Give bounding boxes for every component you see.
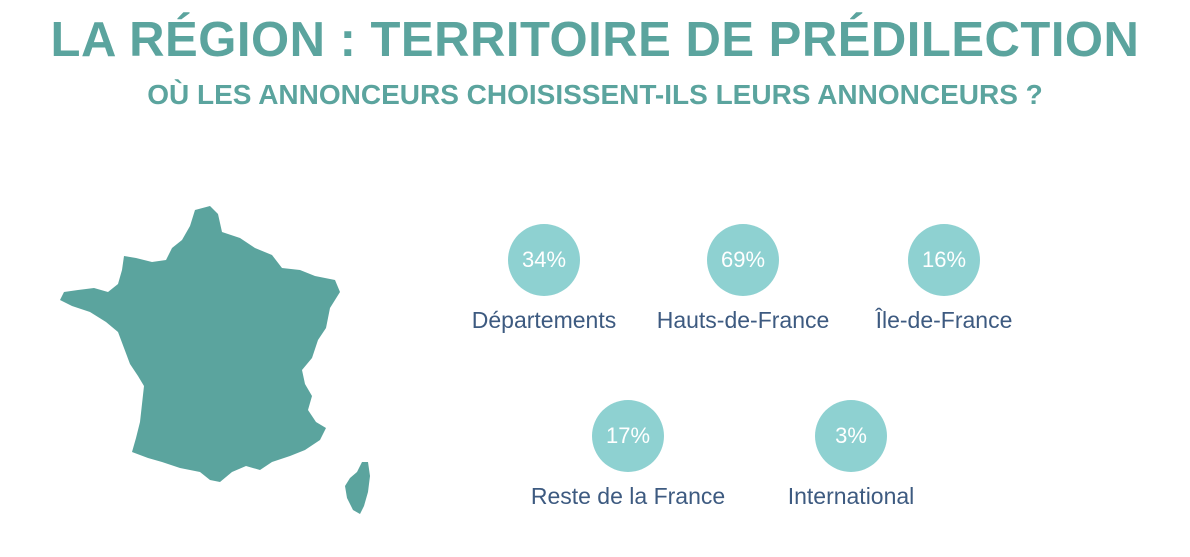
france-mainland-shape	[60, 206, 340, 482]
stat-value: 3%	[835, 423, 867, 448]
stat-reste-de-la-france: 17% Reste de la France	[528, 400, 728, 510]
stat-value: 34%	[521, 247, 567, 272]
stat-value: 69%	[720, 247, 766, 272]
stat-circle: 16%	[908, 224, 980, 296]
corsica-shape	[345, 462, 370, 514]
stat-value: 16%	[921, 247, 967, 272]
france-map-icon	[60, 206, 370, 514]
stat-label: International	[787, 483, 915, 509]
stat-circle: 34%	[508, 224, 580, 296]
stat-value: 17%	[605, 423, 651, 448]
stat-circle: 17%	[592, 400, 664, 472]
page-subtitle: OÙ LES ANNONCEURS CHOISISSENT-ILS LEURS …	[147, 79, 1043, 110]
stat-hauts-de-france: 69% Hauts-de-France	[643, 224, 843, 334]
stat-ile-de-france: 16% Île-de-France	[844, 224, 1044, 334]
stat-international: 3% International	[751, 400, 951, 510]
stat-departements: 34% Départements	[444, 224, 644, 334]
stat-circle: 69%	[707, 224, 779, 296]
stat-circle: 3%	[815, 400, 887, 472]
page-title: LA RÉGION : TERRITOIRE DE PRÉDILECTION	[50, 13, 1140, 67]
stat-label: Hauts-de-France	[656, 307, 830, 333]
stat-label: Départements	[471, 307, 617, 333]
stat-label: Reste de la France	[530, 483, 726, 509]
stat-label: Île-de-France	[875, 307, 1013, 333]
